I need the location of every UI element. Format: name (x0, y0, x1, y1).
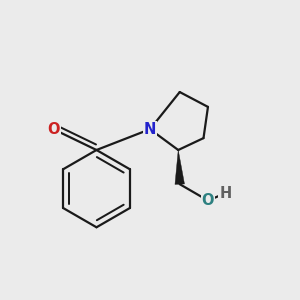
Text: O: O (202, 193, 214, 208)
Text: O: O (47, 122, 60, 137)
Text: H: H (220, 186, 232, 201)
Polygon shape (175, 150, 184, 184)
Text: N: N (144, 122, 156, 137)
